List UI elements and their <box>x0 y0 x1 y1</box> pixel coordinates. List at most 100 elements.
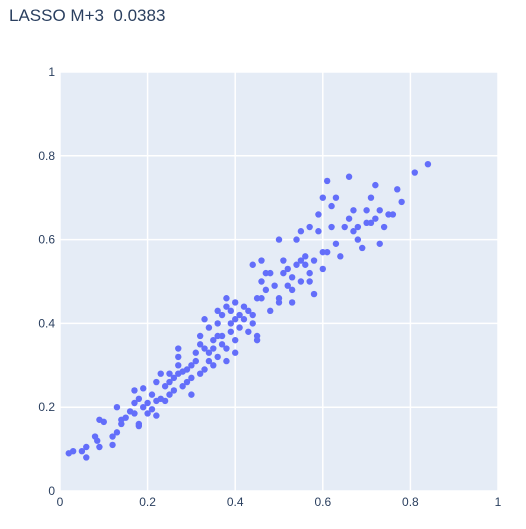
data-point[interactable] <box>253 295 261 302</box>
data-point[interactable] <box>227 307 235 315</box>
data-point[interactable] <box>96 443 103 451</box>
data-point[interactable] <box>376 207 383 214</box>
data-point[interactable] <box>201 316 208 323</box>
data-point[interactable] <box>210 362 217 369</box>
data-point[interactable] <box>94 437 101 444</box>
data-point[interactable] <box>323 177 331 185</box>
data-point[interactable] <box>223 357 230 365</box>
data-point[interactable] <box>345 215 353 222</box>
data-point[interactable] <box>284 282 291 289</box>
data-point[interactable] <box>345 173 353 180</box>
data-point[interactable] <box>205 324 213 331</box>
data-point[interactable] <box>354 236 362 243</box>
data-point[interactable] <box>297 278 305 285</box>
data-point[interactable] <box>306 223 313 231</box>
data-point[interactable] <box>135 395 143 403</box>
data-point[interactable] <box>214 320 221 327</box>
data-point[interactable] <box>148 406 156 413</box>
data-point[interactable] <box>69 447 77 455</box>
data-point[interactable] <box>232 349 239 356</box>
data-point[interactable] <box>144 399 151 407</box>
data-point[interactable] <box>188 362 195 369</box>
data-point[interactable] <box>376 240 383 247</box>
data-point[interactable] <box>196 370 204 377</box>
data-point[interactable] <box>372 181 379 189</box>
data-point[interactable] <box>192 357 199 365</box>
data-point[interactable] <box>232 299 239 306</box>
data-point[interactable] <box>240 303 248 310</box>
data-point[interactable] <box>363 219 370 227</box>
data-point[interactable] <box>306 269 313 277</box>
data-point[interactable] <box>135 420 143 428</box>
data-point[interactable] <box>183 366 191 373</box>
data-point[interactable] <box>131 399 138 407</box>
data-point[interactable] <box>341 223 348 231</box>
data-point[interactable] <box>258 257 265 264</box>
data-point[interactable] <box>385 211 392 218</box>
data-point[interactable] <box>218 332 226 340</box>
data-point[interactable] <box>188 374 195 382</box>
data-point[interactable] <box>389 211 397 218</box>
data-point[interactable] <box>323 248 331 256</box>
data-point[interactable] <box>214 353 221 361</box>
data-point[interactable] <box>332 240 340 247</box>
data-point[interactable] <box>253 336 261 344</box>
data-point[interactable] <box>258 295 265 302</box>
data-point[interactable] <box>350 228 357 235</box>
data-point[interactable] <box>354 223 362 231</box>
data-point[interactable] <box>223 303 230 310</box>
data-point[interactable] <box>275 236 283 243</box>
data-point[interactable] <box>245 307 252 315</box>
data-point[interactable] <box>258 278 265 285</box>
data-point[interactable] <box>83 443 90 451</box>
data-point[interactable] <box>183 378 191 386</box>
data-point[interactable] <box>232 316 239 323</box>
data-point[interactable] <box>398 198 405 206</box>
data-point[interactable] <box>210 336 217 344</box>
data-point[interactable] <box>232 336 239 344</box>
data-point[interactable] <box>310 257 318 264</box>
data-point[interactable] <box>315 228 322 235</box>
data-point[interactable] <box>201 345 208 352</box>
data-point[interactable] <box>166 378 173 386</box>
data-point[interactable] <box>328 202 335 210</box>
data-point[interactable] <box>153 378 160 386</box>
data-point[interactable] <box>337 253 344 260</box>
data-point[interactable] <box>227 328 235 335</box>
data-point[interactable] <box>113 429 121 436</box>
data-point[interactable] <box>319 248 326 256</box>
data-point[interactable] <box>424 160 432 168</box>
data-point[interactable] <box>280 269 287 277</box>
data-point[interactable] <box>262 269 270 277</box>
data-point[interactable] <box>205 357 213 365</box>
data-point[interactable] <box>249 320 256 327</box>
data-point[interactable] <box>245 328 252 335</box>
data-point[interactable] <box>214 332 221 340</box>
data-point[interactable] <box>302 261 309 268</box>
data-point[interactable] <box>310 290 318 298</box>
data-point[interactable] <box>223 345 230 352</box>
data-point[interactable] <box>293 236 300 243</box>
data-point[interactable] <box>188 391 195 398</box>
data-point[interactable] <box>240 316 248 323</box>
data-point[interactable] <box>166 370 173 377</box>
data-point[interactable] <box>148 391 156 398</box>
data-point[interactable] <box>109 433 116 440</box>
data-point[interactable] <box>78 447 86 455</box>
data-point[interactable] <box>319 265 326 273</box>
data-point[interactable] <box>394 186 401 193</box>
data-point[interactable] <box>166 391 173 398</box>
data-point[interactable] <box>192 349 199 356</box>
data-point[interactable] <box>196 332 204 340</box>
data-point[interactable] <box>218 311 226 319</box>
data-point[interactable] <box>109 441 116 449</box>
data-point[interactable] <box>196 341 204 348</box>
data-point[interactable] <box>372 215 379 222</box>
data-point[interactable] <box>288 299 296 306</box>
data-point[interactable] <box>350 207 357 214</box>
data-point[interactable] <box>363 207 370 214</box>
data-point[interactable] <box>223 295 230 302</box>
data-point[interactable] <box>267 269 274 277</box>
data-point[interactable] <box>131 410 138 417</box>
data-point[interactable] <box>306 278 313 285</box>
